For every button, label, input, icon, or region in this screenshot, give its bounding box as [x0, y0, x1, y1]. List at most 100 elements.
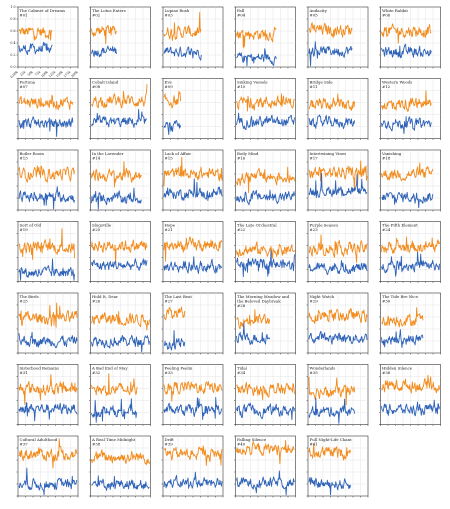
panel-id: #16 — [237, 155, 246, 160]
panel-title: Eve — [165, 80, 173, 85]
series-line-lower — [163, 396, 223, 420]
series-line-lower — [18, 116, 74, 137]
panel-title: Body Mind — [237, 151, 259, 156]
panel-title: The Morning Meadow and — [237, 294, 290, 299]
panel-id: #02 — [92, 12, 101, 17]
panel-title: Slugsville — [92, 223, 112, 228]
series-line-lower — [91, 398, 138, 423]
panel-id: #18 — [382, 155, 391, 160]
series-line-upper — [18, 438, 78, 469]
panel-34: Tidal#34 — [234, 364, 296, 426]
panel-26: Hold It, Dear#26 — [89, 292, 151, 355]
panel-id: #22 — [237, 227, 246, 232]
panel-title: Falling Silence — [237, 437, 267, 442]
series-line-upper — [308, 22, 353, 39]
panel-id: #28 — [237, 303, 246, 308]
panel-id: #13 — [20, 155, 29, 160]
panel-9: Eve#09 — [161, 78, 224, 140]
panel-id: #26 — [92, 298, 101, 303]
series-line-lower — [163, 46, 202, 61]
panel-20: Slugsville#20 — [89, 221, 151, 283]
panel-id: #35 — [310, 370, 319, 375]
panel-title: Sinking Vessels — [237, 80, 268, 85]
series-line-upper — [236, 26, 277, 49]
panel-id: #40 — [237, 441, 246, 446]
series-line-lower — [308, 330, 368, 345]
panel-title: The Cabinet of Dreams — [20, 8, 66, 13]
series-line-lower — [91, 187, 142, 210]
panel-32: A Bad End of May#32 — [89, 364, 151, 426]
series-line-upper — [236, 166, 295, 194]
series-line-lower — [236, 402, 295, 421]
series-line-upper — [236, 381, 295, 401]
panel-title: The Lotus Eaters — [92, 8, 126, 13]
series-line-lower — [236, 322, 271, 345]
panel-2: The Lotus Eaters#02 — [89, 6, 151, 69]
series-line-lower — [236, 470, 295, 496]
series-line-upper — [308, 443, 351, 461]
panel-27: The Last Beat#27 — [161, 292, 224, 355]
panel-id: #11 — [310, 84, 318, 89]
panel-id: #30 — [382, 298, 391, 303]
series-line-upper — [91, 373, 138, 396]
series-line-lower — [308, 41, 353, 67]
series-line-lower — [163, 471, 223, 489]
panel-41: Full Night-Life Chant#41 — [306, 435, 369, 498]
x-tick-label: 0.00k — [9, 70, 18, 79]
panel-40: Falling Silence#40 — [234, 435, 296, 498]
panel-id: #38 — [92, 441, 101, 446]
x-tick-label: 25k — [19, 70, 26, 77]
panel-22: The Late Orchestral#22 — [234, 221, 296, 283]
panel-title: Fall — [237, 8, 245, 13]
panel-title: Lack of Affair — [165, 151, 192, 156]
series-line-lower — [91, 475, 150, 491]
panel-id: #19 — [20, 227, 29, 232]
y-tick-label: 1.0 — [10, 5, 15, 9]
x-tick-label: 200k — [70, 70, 79, 79]
panel-title: Sort of Old — [20, 223, 42, 228]
panel-id: #10 — [237, 84, 246, 89]
series-line-upper — [163, 156, 223, 187]
series-line-lower — [18, 467, 78, 496]
y-tick-label: 0.2 — [10, 53, 15, 57]
series-line-upper — [381, 236, 440, 254]
panel-21: Hope#21 — [161, 221, 224, 283]
panel-title: Sisterhood Remains — [20, 366, 60, 371]
panel-id: #41 — [310, 441, 318, 446]
x-tick-label: 50k — [27, 70, 34, 77]
panel-10: Sinking Vessels#10 — [234, 78, 296, 140]
x-tick-label: 125k — [48, 70, 57, 79]
panel-id: #08 — [92, 84, 101, 89]
panel-15: Lack of Affair#15 — [161, 149, 224, 212]
panel-19: Sort of Old#19 — [16, 221, 79, 283]
panel-id: #21 — [165, 227, 173, 232]
series-line-lower — [381, 251, 440, 277]
series-line-upper — [91, 311, 150, 331]
panel-title: Purple Season — [310, 223, 339, 228]
x-tick-label: 100k — [40, 70, 49, 79]
series-line-lower — [91, 108, 148, 128]
series-line-upper — [381, 90, 432, 112]
series-line-upper — [91, 84, 148, 109]
panel-4: Fall#04 — [234, 6, 296, 69]
panel-17: Intertwining Vines#17 — [306, 149, 369, 212]
series-line-lower — [91, 258, 148, 271]
panel-id: #07 — [20, 84, 29, 89]
series-line-upper — [91, 239, 148, 266]
series-line-lower — [308, 172, 368, 198]
panel-title: The Tide Bre Nice — [382, 294, 419, 299]
series-line-upper — [163, 12, 202, 42]
series-line-upper — [236, 309, 271, 329]
panel-16: Body Mind#16 — [234, 149, 296, 212]
panel-id: #24 — [382, 227, 391, 232]
series-line-lower — [18, 186, 75, 210]
panel-title: Western Woods — [382, 80, 412, 85]
panel-title: The Late Orchestral — [237, 223, 277, 228]
panel-37: Cultural Adulthood#37 — [16, 435, 79, 498]
series-line-lower — [236, 249, 295, 278]
panel-title: Audacity — [309, 8, 328, 13]
panel-title: Bridge Side — [310, 80, 334, 85]
panel-id: #06 — [382, 12, 391, 17]
panel-id: #20 — [92, 227, 101, 232]
series-line-upper — [91, 24, 117, 45]
